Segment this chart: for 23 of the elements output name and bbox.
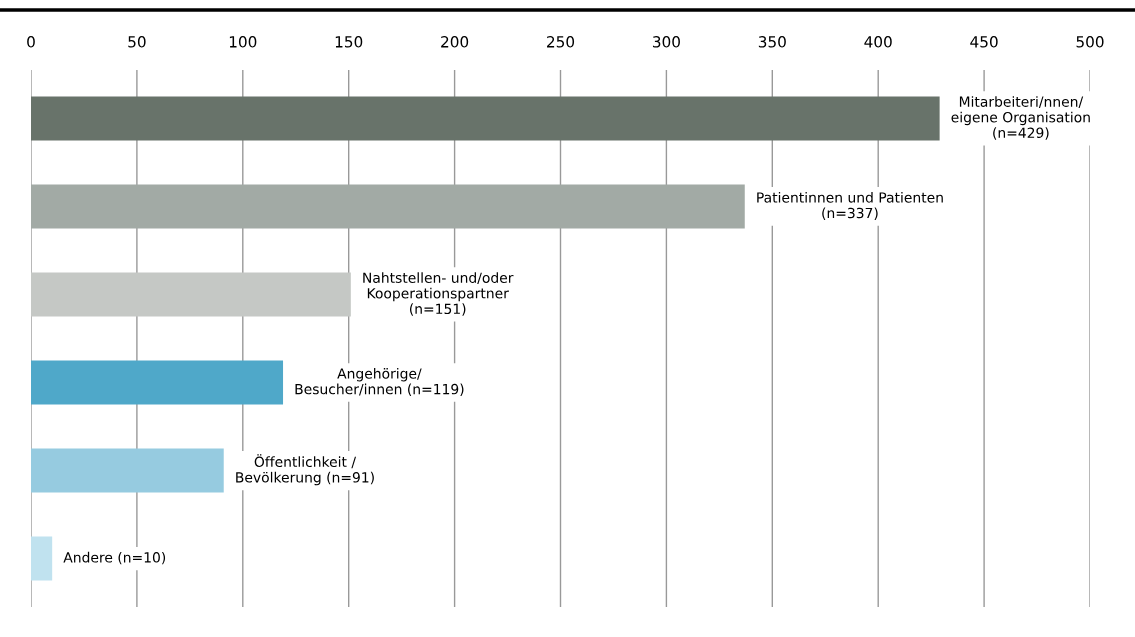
x-tick-label: 200 [441, 36, 469, 48]
x-tick-label: 100 [229, 36, 257, 48]
x-tick-label: 150 [335, 36, 363, 48]
bar [31, 360, 284, 405]
bar [31, 536, 53, 581]
bar [31, 272, 351, 317]
y-tick-label: Andere (n=10) [63, 551, 166, 565]
x-tick-label: 0 [27, 36, 35, 48]
x-tick-label: 450 [970, 36, 998, 48]
x-tick-label: 250 [547, 36, 575, 48]
y-tick-label: Nahtstellen- und/oder Kooperationspartner (n=151) [363, 272, 514, 316]
x-tick-label: 50 [128, 36, 146, 48]
x-tick-label: 500 [1076, 36, 1104, 48]
y-tick-label: Angehörige/ Besucher/innen (n=119) [295, 368, 464, 396]
x-tick-label: 300 [652, 36, 680, 48]
bar [31, 448, 224, 493]
y-tick-label: Mitarbeiteri/nnen/ eigene Organisation (n=429) [951, 96, 1090, 140]
x-tick-label: 350 [758, 36, 786, 48]
x-tick-label: 400 [864, 36, 892, 48]
y-tick-label: Patientinnen und Patienten (n=337) [757, 191, 943, 220]
y-tick-label: Öffentlichkeit / Bevölkerung (n=91) [236, 454, 374, 486]
bar [31, 184, 745, 229]
bar [31, 96, 940, 141]
